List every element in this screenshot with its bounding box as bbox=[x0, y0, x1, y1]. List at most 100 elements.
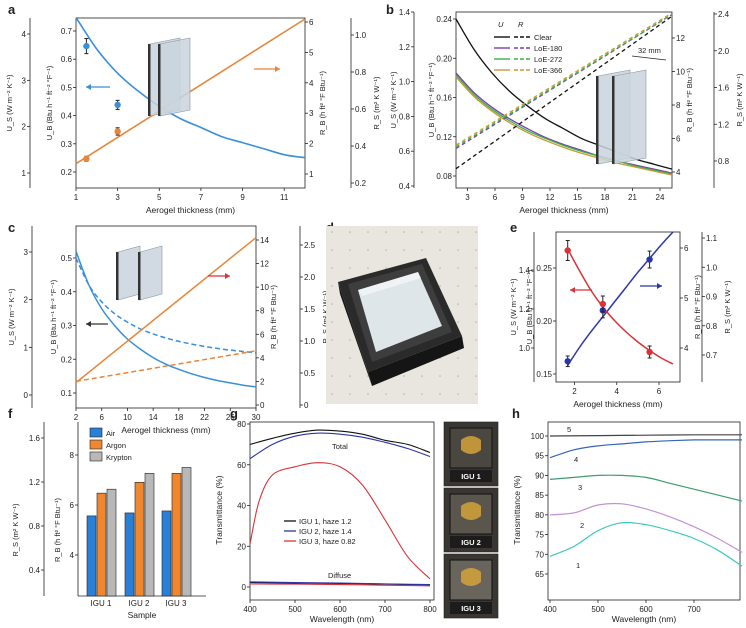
photo-caption-bg bbox=[450, 602, 492, 614]
x-axis-tick-label: 700 bbox=[687, 605, 701, 614]
legend-entry: Clear bbox=[534, 33, 552, 42]
glass-pane bbox=[139, 245, 163, 301]
r-curve-3 bbox=[455, 12, 673, 146]
y-axis-tick-label: 80 bbox=[535, 511, 544, 520]
x-axis-tick-label: 9 bbox=[520, 193, 525, 202]
curve-label: 4 bbox=[574, 455, 578, 464]
y-left-imp-tick-label: 0.2 bbox=[61, 168, 73, 177]
y-left-si-tick-label: 1.0 bbox=[399, 78, 411, 87]
y-right-imp-tick-label: 4 bbox=[676, 168, 681, 177]
y-axis-label: Transmittance (%) bbox=[214, 475, 224, 544]
photo-grid-dot bbox=[367, 393, 369, 395]
y-right-imp-tick-label: 2 bbox=[309, 140, 314, 149]
spectrum-curve-4 bbox=[249, 581, 431, 586]
curve-label: 5 bbox=[567, 425, 571, 434]
y-right-si-tick-label: 2.5 bbox=[304, 241, 316, 250]
y-left-imp-tick-label: 0.5 bbox=[61, 254, 73, 263]
x-axis-label: Sample bbox=[128, 610, 157, 620]
y-left-imp-tick-label: 0.25 bbox=[536, 264, 552, 273]
y-right-imp-tick-label: 4 bbox=[260, 354, 265, 363]
glass-highlight bbox=[358, 272, 421, 296]
panel-e: e 2 4 6 Aerogel thickness (mm) 0.15 0.20 0.25 1.… bbox=[509, 220, 732, 409]
panel-d: d bbox=[326, 220, 478, 404]
y-si-tick-label: 0.8 bbox=[29, 522, 41, 531]
x-axis-tick-label: 2 bbox=[572, 387, 577, 396]
data-point-r bbox=[83, 155, 90, 162]
y-axis-tick-label: 60 bbox=[237, 461, 246, 470]
plot-frame bbox=[555, 231, 681, 383]
y-right-si-label: R_S (m² K W⁻¹) bbox=[735, 73, 744, 127]
plot-frame bbox=[249, 421, 435, 601]
y-left-si-tick-label: 1.4 bbox=[519, 266, 531, 275]
panel-f: f 0.4 0.8 1.2 1.6 4 6 8 R_S (m² K W⁻¹) R_B (h ft²… bbox=[8, 406, 206, 620]
x-axis-tick-label: 30 bbox=[252, 413, 261, 422]
y-left-si-label: U_S (W m⁻² K⁻¹) bbox=[7, 288, 16, 346]
bar-krypton bbox=[144, 473, 155, 597]
legend: U R Clear LoE-180 LoE-272 LoE-366 bbox=[494, 20, 562, 75]
legend-entry: IGU 1, haze 1.2 bbox=[299, 517, 352, 526]
y-left-imp-tick-label: 0.15 bbox=[536, 370, 552, 379]
y-left-si-tick-label: 3 bbox=[24, 248, 29, 257]
y-left-imp-tick-label: 0.4 bbox=[61, 288, 73, 297]
photo-grid-dot bbox=[349, 357, 351, 359]
photo-grid-dot bbox=[475, 231, 477, 233]
y-right-imp-tick-label: 4 bbox=[309, 79, 314, 88]
panel-label: e bbox=[510, 220, 517, 235]
y-right-si-tick-label: 2.0 bbox=[304, 273, 316, 282]
y-right-si-tick-label: 1.5 bbox=[304, 305, 316, 314]
y-axis-tick-label: 40 bbox=[237, 502, 246, 511]
y-right-si-tick-label: 0.9 bbox=[706, 293, 718, 302]
y-right-si-tick-label: 0.8 bbox=[718, 157, 730, 166]
glass-center bbox=[358, 272, 442, 352]
photo-grid-dot bbox=[457, 231, 459, 233]
curve-5 bbox=[549, 434, 742, 437]
u-curve bbox=[75, 16, 306, 159]
y-left-imp-tick-label: 0.20 bbox=[436, 54, 452, 63]
y-left-si-tick-label: 1 bbox=[22, 169, 27, 178]
y-axis-tick-label: 0 bbox=[242, 583, 247, 592]
r-curve-2 bbox=[455, 13, 673, 148]
photo-grid-dot bbox=[439, 375, 441, 377]
photo-grid-dot bbox=[475, 321, 477, 323]
x-axis-label: Aerogel thickness (mm) bbox=[146, 205, 235, 215]
y-left-si-label: U_S (W m⁻² K⁻¹) bbox=[5, 74, 14, 132]
igu-photo: IGU 1 bbox=[443, 421, 499, 487]
curve-4 bbox=[549, 439, 742, 459]
y-left-imp-tick-label: 0.5 bbox=[61, 83, 73, 92]
y-right-si-label: R_S (m² K W⁻¹) bbox=[372, 76, 381, 130]
panel-label: c bbox=[8, 220, 15, 235]
panel-label: g bbox=[230, 406, 238, 421]
y-right-si-tick-label: 0.8 bbox=[706, 322, 718, 331]
photo-grid-dot bbox=[475, 303, 477, 305]
y-left-imp-tick-label: 0.6 bbox=[61, 55, 73, 64]
y-si-tick-label: 1.2 bbox=[29, 478, 41, 487]
x-axis-tick-label: 4 bbox=[615, 387, 620, 396]
photo-caption: IGU 1 bbox=[461, 472, 481, 481]
photo-grid-dot bbox=[403, 393, 405, 395]
y-axis-tick-label: 65 bbox=[535, 570, 544, 579]
photo-grid-dot bbox=[457, 303, 459, 305]
r-curve-0 bbox=[455, 15, 673, 170]
panel-label: f bbox=[8, 406, 13, 421]
x-axis-tick-label: 600 bbox=[333, 605, 347, 614]
photo-grid-dot bbox=[421, 249, 423, 251]
photo-grid-dot bbox=[439, 285, 441, 287]
y-left-imp-tick-label: 0.4 bbox=[61, 112, 73, 121]
photo-grid-dot bbox=[385, 249, 387, 251]
photo-grid-dot bbox=[421, 393, 423, 395]
y-axis-tick-label: 80 bbox=[237, 420, 246, 429]
y-left-si-tick-label: 2 bbox=[24, 296, 29, 305]
photo-grid-dot bbox=[331, 285, 333, 287]
photo-grid-dot bbox=[439, 267, 441, 269]
plot-frame bbox=[75, 225, 257, 409]
logo-mark bbox=[461, 436, 481, 454]
y-right-imp-tick-label: 4 bbox=[684, 344, 689, 353]
glass-edge bbox=[158, 44, 161, 116]
y-si-tick-label: 1.6 bbox=[29, 434, 41, 443]
photo-grid-dot bbox=[367, 231, 369, 233]
y-left-si-tick-label: 4 bbox=[22, 30, 27, 39]
x-axis-tick-label: 21 bbox=[628, 193, 637, 202]
bar-krypton bbox=[181, 467, 192, 597]
r-axis-arrow-head bbox=[570, 287, 575, 293]
legend-swatch bbox=[89, 451, 103, 462]
